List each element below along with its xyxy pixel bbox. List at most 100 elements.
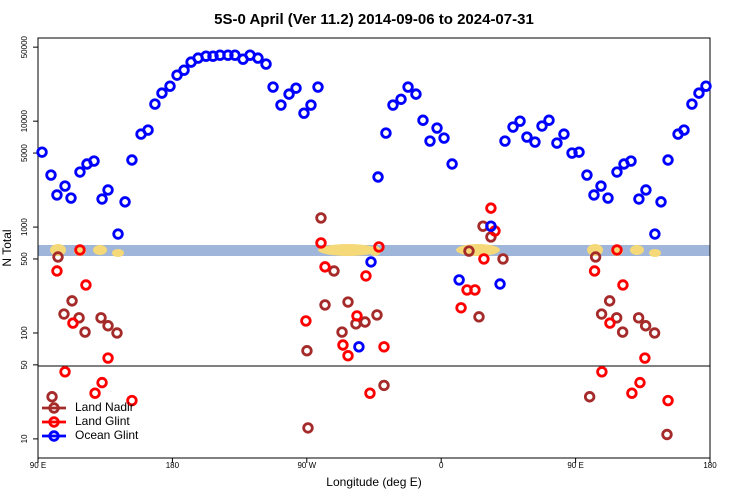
- y-tick-label: 10000: [20, 109, 29, 132]
- point: [126, 394, 138, 407]
- x-axis-label: Longitude (deg E): [326, 475, 421, 489]
- point: [610, 312, 623, 324]
- point: [632, 312, 645, 324]
- point: [378, 341, 390, 353]
- point: [402, 81, 414, 93]
- point: [353, 341, 365, 353]
- point: [302, 422, 314, 434]
- legend-item: Land Glint: [42, 414, 130, 428]
- point: [611, 244, 623, 256]
- point: [67, 317, 79, 329]
- point: [616, 326, 629, 338]
- point: [463, 245, 475, 257]
- point: [328, 265, 340, 277]
- legend-item: Ocean Glint: [42, 428, 139, 442]
- legend-item: Land Nadir: [42, 400, 134, 414]
- point: [543, 114, 555, 126]
- point: [497, 253, 509, 265]
- point: [59, 180, 71, 192]
- point: [79, 326, 91, 338]
- point: [625, 155, 637, 167]
- point: [252, 52, 264, 64]
- point: [46, 391, 58, 403]
- point: [222, 49, 234, 61]
- point: [298, 107, 310, 119]
- point: [640, 184, 652, 196]
- x-tick-label: 180: [703, 461, 717, 470]
- point: [164, 80, 176, 92]
- point: [494, 278, 506, 290]
- point: [89, 387, 101, 399]
- point: [602, 192, 614, 204]
- point: [290, 82, 302, 94]
- point: [639, 352, 651, 364]
- point: [275, 99, 287, 111]
- point: [142, 124, 154, 136]
- point: [603, 295, 616, 307]
- x-tick-label: 0: [439, 461, 444, 470]
- point: [336, 326, 348, 338]
- point: [58, 308, 70, 320]
- point: [300, 315, 312, 327]
- point: [156, 87, 168, 99]
- series: [51, 202, 674, 407]
- y-tick-label: 500: [20, 252, 29, 266]
- point: [102, 352, 114, 364]
- point: [611, 166, 623, 178]
- y-tick-label: 50000: [20, 35, 29, 58]
- point: [583, 391, 596, 403]
- point: [96, 376, 108, 389]
- series: [36, 49, 712, 353]
- point: [596, 366, 608, 378]
- point: [649, 228, 661, 240]
- point: [588, 265, 601, 277]
- point: [478, 253, 490, 265]
- point: [455, 302, 467, 314]
- y-tick-label: 50: [20, 360, 29, 369]
- point: [207, 50, 219, 62]
- point: [260, 58, 272, 70]
- point: [633, 193, 645, 205]
- point: [686, 98, 698, 110]
- legend-marker: [48, 402, 60, 414]
- point: [312, 81, 324, 93]
- point: [364, 387, 376, 399]
- point: [473, 311, 485, 323]
- point: [373, 241, 385, 253]
- point: [119, 196, 131, 208]
- point: [617, 279, 629, 291]
- point: [66, 295, 78, 307]
- y-tick-label: 5000: [20, 144, 29, 162]
- point: [639, 320, 652, 332]
- y-tick-label: 1000: [20, 218, 29, 236]
- point: [149, 98, 161, 110]
- point: [558, 128, 570, 140]
- point: [395, 93, 407, 105]
- point: [359, 316, 371, 328]
- point: [507, 121, 519, 133]
- point: [283, 88, 295, 100]
- y-tick-label: 100: [20, 326, 29, 340]
- point: [74, 244, 86, 256]
- point: [59, 366, 71, 378]
- point: [112, 228, 124, 240]
- point: [655, 196, 667, 208]
- legend-label: Land Nadir: [75, 400, 134, 414]
- plot-frame: [37, 37, 711, 459]
- point: [319, 299, 331, 311]
- point: [80, 279, 92, 291]
- legend-marker: [48, 416, 60, 428]
- point: [45, 169, 57, 181]
- point: [126, 154, 138, 166]
- point: [102, 320, 114, 332]
- point: [380, 127, 392, 139]
- point: [485, 220, 497, 232]
- point: [453, 274, 465, 286]
- point: [96, 193, 108, 205]
- point: [626, 387, 638, 399]
- point: [662, 154, 674, 166]
- point: [365, 256, 377, 268]
- chart-title: 5S-0 April (Ver 11.2) 2014-09-06 to 2024…: [214, 11, 534, 28]
- y-axis-label: N Total: [0, 229, 14, 266]
